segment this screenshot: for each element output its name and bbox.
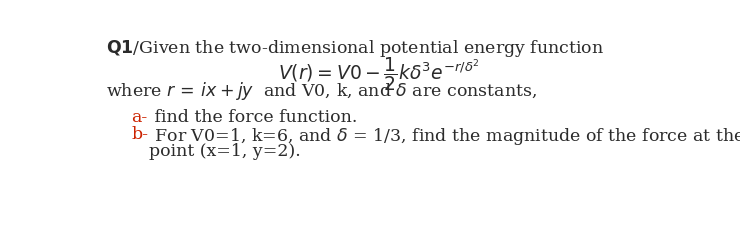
Text: find the force function.: find the force function. (149, 109, 357, 126)
Text: $\bf{Q1}$/Given the two-dimensional potential energy function: $\bf{Q1}$/Given the two-dimensional pote… (107, 38, 605, 59)
Text: a-: a- (131, 109, 147, 126)
Text: $V(r) = V0 - \dfrac{1}{2}k\delta^3 e^{-r/\delta^2}$: $V(r) = V0 - \dfrac{1}{2}k\delta^3 e^{-r… (278, 55, 480, 93)
Text: For V0=1, k=6, and $\delta$ = 1/3, find the magnitude of the force at the: For V0=1, k=6, and $\delta$ = 1/3, find … (149, 126, 740, 147)
Text: b-: b- (131, 126, 148, 143)
Text: where $r\, =\, ix + jy$  and V0, k, and $\delta$ are constants,: where $r\, =\, ix + jy$ and V0, k, and $… (107, 80, 537, 102)
Text: point (x=1, y=2).: point (x=1, y=2). (149, 143, 301, 160)
